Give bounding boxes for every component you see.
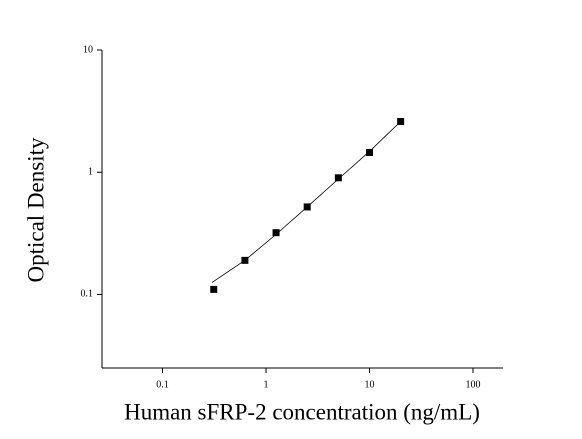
y-tick-label: 1 [88,167,93,178]
y-tick-label: 0.1 [81,289,94,300]
point [334,174,342,182]
point [366,148,374,156]
point [241,256,249,264]
x-tick-label: 10 [365,379,375,390]
y-axis-label: Optical Density [23,137,48,282]
point [303,203,311,211]
x-tick-label: 0.1 [156,379,169,390]
point [272,229,280,237]
point [397,117,405,125]
x-tick-label: 100 [465,379,480,390]
y-tick-label: 10 [83,44,93,55]
fit-curve [211,121,401,283]
x-axis-label: Human sFRP-2 concentration (ng/mL) [124,399,480,424]
x-tick-label: 1 [264,379,269,390]
point [210,285,218,293]
